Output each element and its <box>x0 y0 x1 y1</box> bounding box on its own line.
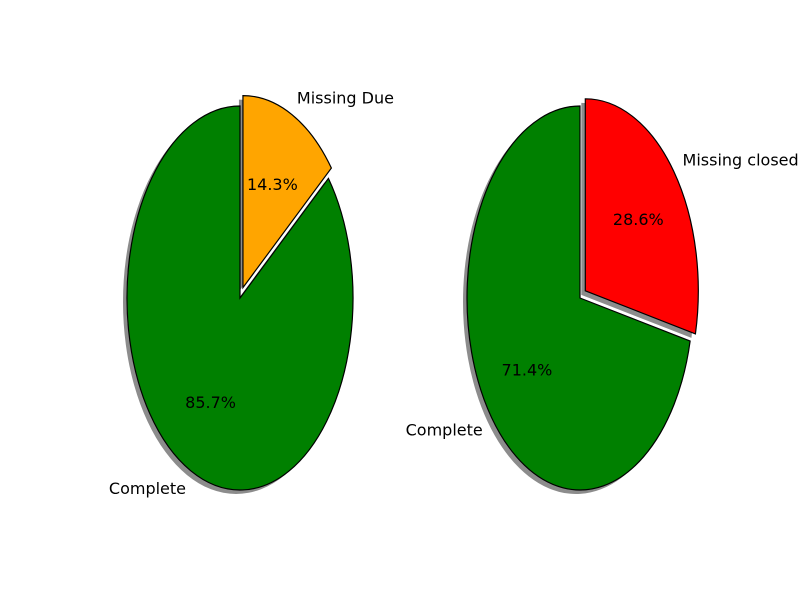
pie-slice <box>242 95 333 290</box>
pie-chart-left: 14.3% Missing Due 85.7% Complete <box>109 88 394 498</box>
pie-chart-right: 28.6% Missing closed 71.4% Complete <box>406 98 799 495</box>
pie-slice <box>126 105 354 491</box>
pie-slice <box>466 105 691 491</box>
pie-percent-label: 28.6% <box>613 210 664 229</box>
pie-slice-label: Complete <box>109 479 186 498</box>
pie-slice-label: Missing closed <box>683 150 799 169</box>
pie-slice <box>584 98 699 335</box>
pie-percent-label: 14.3% <box>247 175 298 194</box>
pie-percent-label: 71.4% <box>502 361 553 380</box>
pie-slice-label: Missing Due <box>297 88 394 107</box>
pie-percent-label: 85.7% <box>185 393 236 412</box>
pie-slice-label: Complete <box>406 421 483 440</box>
